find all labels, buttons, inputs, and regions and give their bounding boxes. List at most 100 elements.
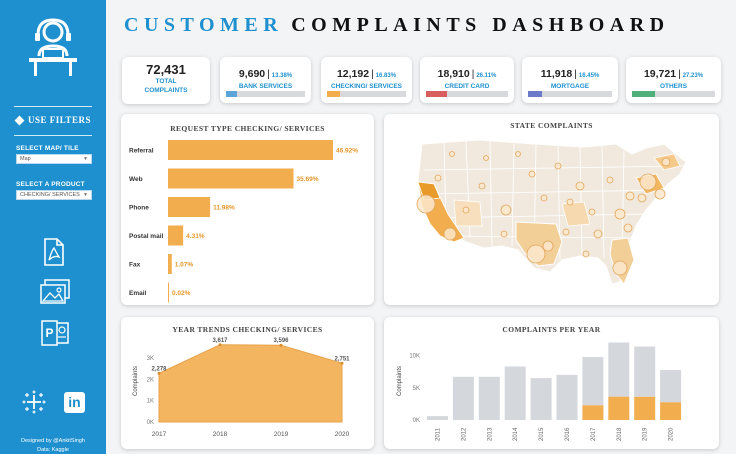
kpi-progress-fill [426,91,448,97]
y-tick-label: 0K [413,418,420,424]
bar-value-label: 35.69% [297,176,319,183]
year-trends-panel: YEAR TRENDS CHECKING/ SERVICES 0K 1K 2K 3K C… [121,317,374,449]
request-type-panel: REQUEST TYPE CHECKING/ SERVICES Referral… [121,114,374,305]
kpi-total-label: TOTAL [155,78,177,85]
linkedin-icon-label: in [68,394,81,410]
customer-support-logo-icon [29,18,77,76]
x-tick-label: 2017 [591,427,597,441]
x-tick-label: 2019 [643,427,649,441]
sidebar-divider [14,135,92,136]
kpi-progress-track [327,91,406,97]
x-tick-label: 2019 [274,431,289,438]
page-title: CUSTOMER COMPLAINTS DASHBOARD [124,14,670,37]
kpi-total-complaints[interactable]: 72,431 TOTAL COMPLAINTS [122,57,210,104]
tableau-icon[interactable] [22,390,46,414]
bar-category-label: Email [129,290,147,297]
kpi-total-label: COMPLAINTS [144,87,188,94]
kpi-label: CREDIT CARD [444,83,490,90]
kpi-separator: | [471,69,475,80]
bar-category-label: Web [129,176,143,183]
footer-designed-by: Designed by @AnkitSingh [21,438,85,444]
bar [530,378,552,420]
bar [168,197,211,217]
linkedin-icon[interactable]: in [64,392,85,413]
y-axis-label: Complaints [133,366,139,396]
bar [660,370,682,403]
x-tick-label: 2013 [487,427,493,441]
y-tick-label: 2K [147,377,154,383]
trend-point [218,343,222,347]
powerpoint-icon[interactable]: P [41,320,69,346]
filters-title-label: USE FILTERS [28,115,91,125]
kpi-progress-fill [528,91,542,97]
product-filter-label: SELECT A PRODUCT [16,181,85,188]
trend-point [340,361,344,365]
y-tick-label: 10K [409,354,420,360]
bar [660,402,682,420]
trend-value-label: 3,596 [273,338,289,344]
state-complaints-title: STATE COMPLAINTS [510,121,593,130]
kpi-progress-track [226,91,305,97]
request-type-title: REQUEST TYPE CHECKING/ SERVICES [170,124,325,133]
chevron-down-icon: ▼ [83,192,88,198]
x-tick-label: 2018 [213,431,228,438]
kpi-percent: 13.38% [271,73,293,79]
kpi-percent: 26.11% [476,73,497,79]
kpi-separator: | [267,69,270,80]
x-tick-label: 2014 [513,427,519,441]
bar-category-label: Postal mail [129,233,164,240]
x-tick-label: 2012 [461,427,467,441]
bar-value-label: 46.92% [336,148,358,155]
trend-point [279,343,283,347]
diamond-icon [14,115,25,125]
bar [582,356,604,406]
pdf-icon[interactable] [43,238,65,266]
svg-text:P: P [45,326,53,340]
kpi-mortgage[interactable]: 11,918 | 16.45% MORTGAGE [522,57,618,103]
map-filter-label: SELECT MAP/ TILE [16,145,79,152]
bar [504,366,526,420]
kpi-separator: | [678,69,681,80]
kpi-percent: 16.45% [578,73,600,79]
bar [608,342,630,397]
bar [168,282,169,303]
trend-value-label: 2,751 [334,356,350,362]
bar-value-label: 4.31% [186,233,205,240]
product-filter-value: CHECKING/ SERVICES [20,192,80,198]
kpi-progress-fill [327,91,341,97]
bar [478,376,500,420]
page-title-part2: COMPLAINTS DASHBOARD [291,14,670,36]
image-icon[interactable] [40,279,70,305]
kpi-value: 9,690 [238,68,266,80]
state-complaints-panel: STATE COMPLAINTS [384,114,719,305]
kpi-separator: | [574,69,577,80]
x-tick-label: 2016 [565,427,571,441]
trend-area [158,344,343,423]
bar [582,405,604,420]
us-map[interactable] [384,114,719,305]
bar-category-label: Referral [129,148,154,155]
kpi-percent: 27.23% [682,73,704,79]
kpi-bank-services[interactable]: 9,690 | 13.38% BANK SERVICES [220,57,311,103]
map-filter-value: Map [20,156,31,162]
complaints-per-year-panel: COMPLAINTS PER YEAR 0K 5K 10K Complaints 201… [384,317,719,449]
kpi-progress-track [426,91,508,97]
bar-category-label: Phone [129,205,149,212]
trend-value-label: 3,617 [212,338,228,344]
y-tick-label: 0K [147,420,154,426]
kpi-others[interactable]: 19,721 | 27.23% OTHERS [626,57,721,103]
kpi-progress-track [528,91,612,97]
bar [168,140,333,160]
map-filter-select[interactable]: Map ▼ [16,154,92,164]
kpi-separator: | [371,69,374,80]
kpi-label: CHECKING/ SERVICES [330,83,403,90]
product-filter-select[interactable]: CHECKING/ SERVICES ▼ [16,190,92,200]
chevron-down-icon: ▼ [83,156,88,162]
x-tick-label: 2020 [669,427,675,441]
kpi-checking-services[interactable]: 12,192 | 16.83% CHECKING/ SERVICES [321,57,412,103]
trend-point [157,371,161,375]
kpi-credit-card[interactable]: 18,910 | 26.11% CREDIT CARD [420,57,514,103]
complaints-per-year-title: COMPLAINTS PER YEAR [502,325,601,334]
kpi-progress-fill [226,91,237,97]
x-tick-label: 2017 [152,431,167,438]
